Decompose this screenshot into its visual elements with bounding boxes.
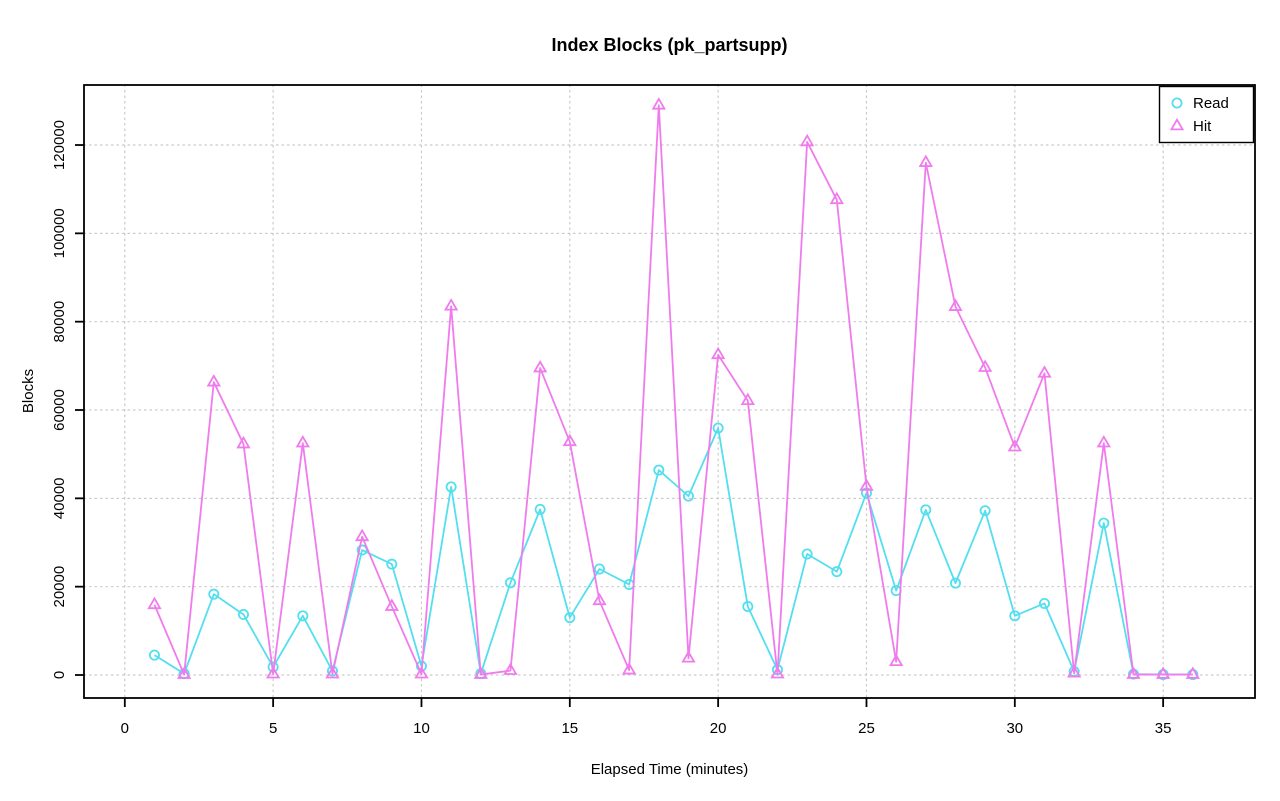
hit-marker [1185, 666, 1200, 679]
read-marker [148, 649, 160, 661]
read-marker [1098, 517, 1110, 529]
hit-marker [443, 298, 459, 311]
hit-marker [1096, 435, 1111, 448]
hit-marker [1155, 666, 1171, 679]
hit-marker [295, 435, 310, 448]
read-marker [920, 504, 932, 516]
hit-marker [918, 154, 933, 167]
hit-marker [621, 662, 637, 675]
hit-marker [1066, 665, 1082, 678]
legend-triangle-icon [1169, 117, 1185, 131]
hit-marker [176, 666, 192, 679]
read-marker [564, 612, 576, 624]
hit-marker [770, 666, 785, 679]
hit-marker [562, 433, 577, 447]
read-marker [712, 422, 724, 434]
hit-marker [265, 666, 281, 679]
legend-label: Hit [1193, 118, 1212, 135]
read-marker [682, 490, 694, 502]
hit-marker [1126, 666, 1141, 679]
read-marker [949, 577, 961, 589]
read-marker [979, 505, 991, 517]
hit-marker [1037, 365, 1052, 378]
hit-marker [681, 650, 696, 663]
x-tick-label: 35 [1155, 720, 1172, 737]
legend-box [1158, 85, 1255, 144]
hit-marker [354, 528, 370, 542]
series-hit [147, 97, 1200, 679]
legend-circle-icon [1171, 97, 1183, 109]
read-marker [208, 588, 220, 600]
hit-marker [710, 346, 726, 360]
y-tick-label: 0 [51, 671, 68, 679]
read-marker [831, 566, 843, 578]
x-tick-label: 25 [858, 720, 875, 737]
x-tick-label: 10 [413, 720, 430, 737]
read-marker [356, 544, 368, 556]
read-marker [386, 558, 398, 570]
read-line [153, 427, 1193, 676]
series-read [148, 422, 1199, 681]
x-axis-label: Elapsed Time (minutes) [591, 761, 749, 778]
read-marker [593, 563, 605, 575]
legend-label: Read [1193, 95, 1229, 112]
x-tick-label: 5 [269, 720, 277, 737]
hit-marker [532, 359, 548, 373]
read-marker [297, 610, 309, 622]
hit-marker [236, 435, 251, 449]
x-tick-label: 30 [1006, 720, 1023, 737]
y-tick-label: 120000 [51, 120, 68, 170]
chart-title: Index Blocks (pk_partsupp) [551, 35, 787, 55]
read-marker [504, 577, 516, 589]
y-tick-label: 20000 [51, 566, 68, 608]
y-axis-label: Blocks [20, 369, 37, 413]
x-tick-label: 15 [561, 720, 578, 737]
legend: Read Hit [1158, 85, 1255, 144]
y-tick-label: 40000 [51, 477, 68, 519]
read-marker [237, 608, 249, 620]
y-tick-label: 60000 [51, 389, 68, 431]
hit-marker [325, 666, 340, 679]
hit-marker [206, 374, 221, 387]
read-marker [742, 601, 754, 613]
hit-marker [888, 653, 904, 667]
axes-layer: 0 5 10 15 20 25 30 35 0 20000 40000 60000 80000 10000… [51, 84, 1256, 737]
hit-marker [799, 133, 815, 147]
hit-marker [977, 359, 993, 372]
read-marker [1038, 597, 1050, 609]
read-marker [801, 548, 813, 560]
hit-marker [829, 191, 844, 205]
y-tick-label: 80000 [51, 301, 68, 343]
x-tick-label: 0 [121, 720, 129, 737]
hit-marker [651, 97, 666, 110]
hit-marker [740, 392, 755, 406]
hit-line [153, 104, 1193, 676]
hit-marker [948, 298, 963, 311]
series-layer [147, 97, 1200, 681]
read-marker [445, 481, 457, 493]
grid-layer [83, 84, 1256, 699]
hit-marker [147, 596, 162, 610]
x-tick-label: 20 [710, 720, 727, 737]
hit-marker [859, 478, 874, 491]
read-marker [534, 503, 546, 515]
y-tick-label: 100000 [51, 208, 68, 258]
hit-marker [503, 662, 518, 675]
hit-marker [473, 666, 488, 679]
hit-marker [1007, 439, 1022, 452]
hit-marker [384, 598, 399, 611]
read-marker [653, 464, 665, 476]
read-marker [1009, 610, 1021, 622]
hit-marker [414, 666, 429, 679]
hit-marker [592, 592, 607, 606]
plot-border [83, 84, 1256, 699]
